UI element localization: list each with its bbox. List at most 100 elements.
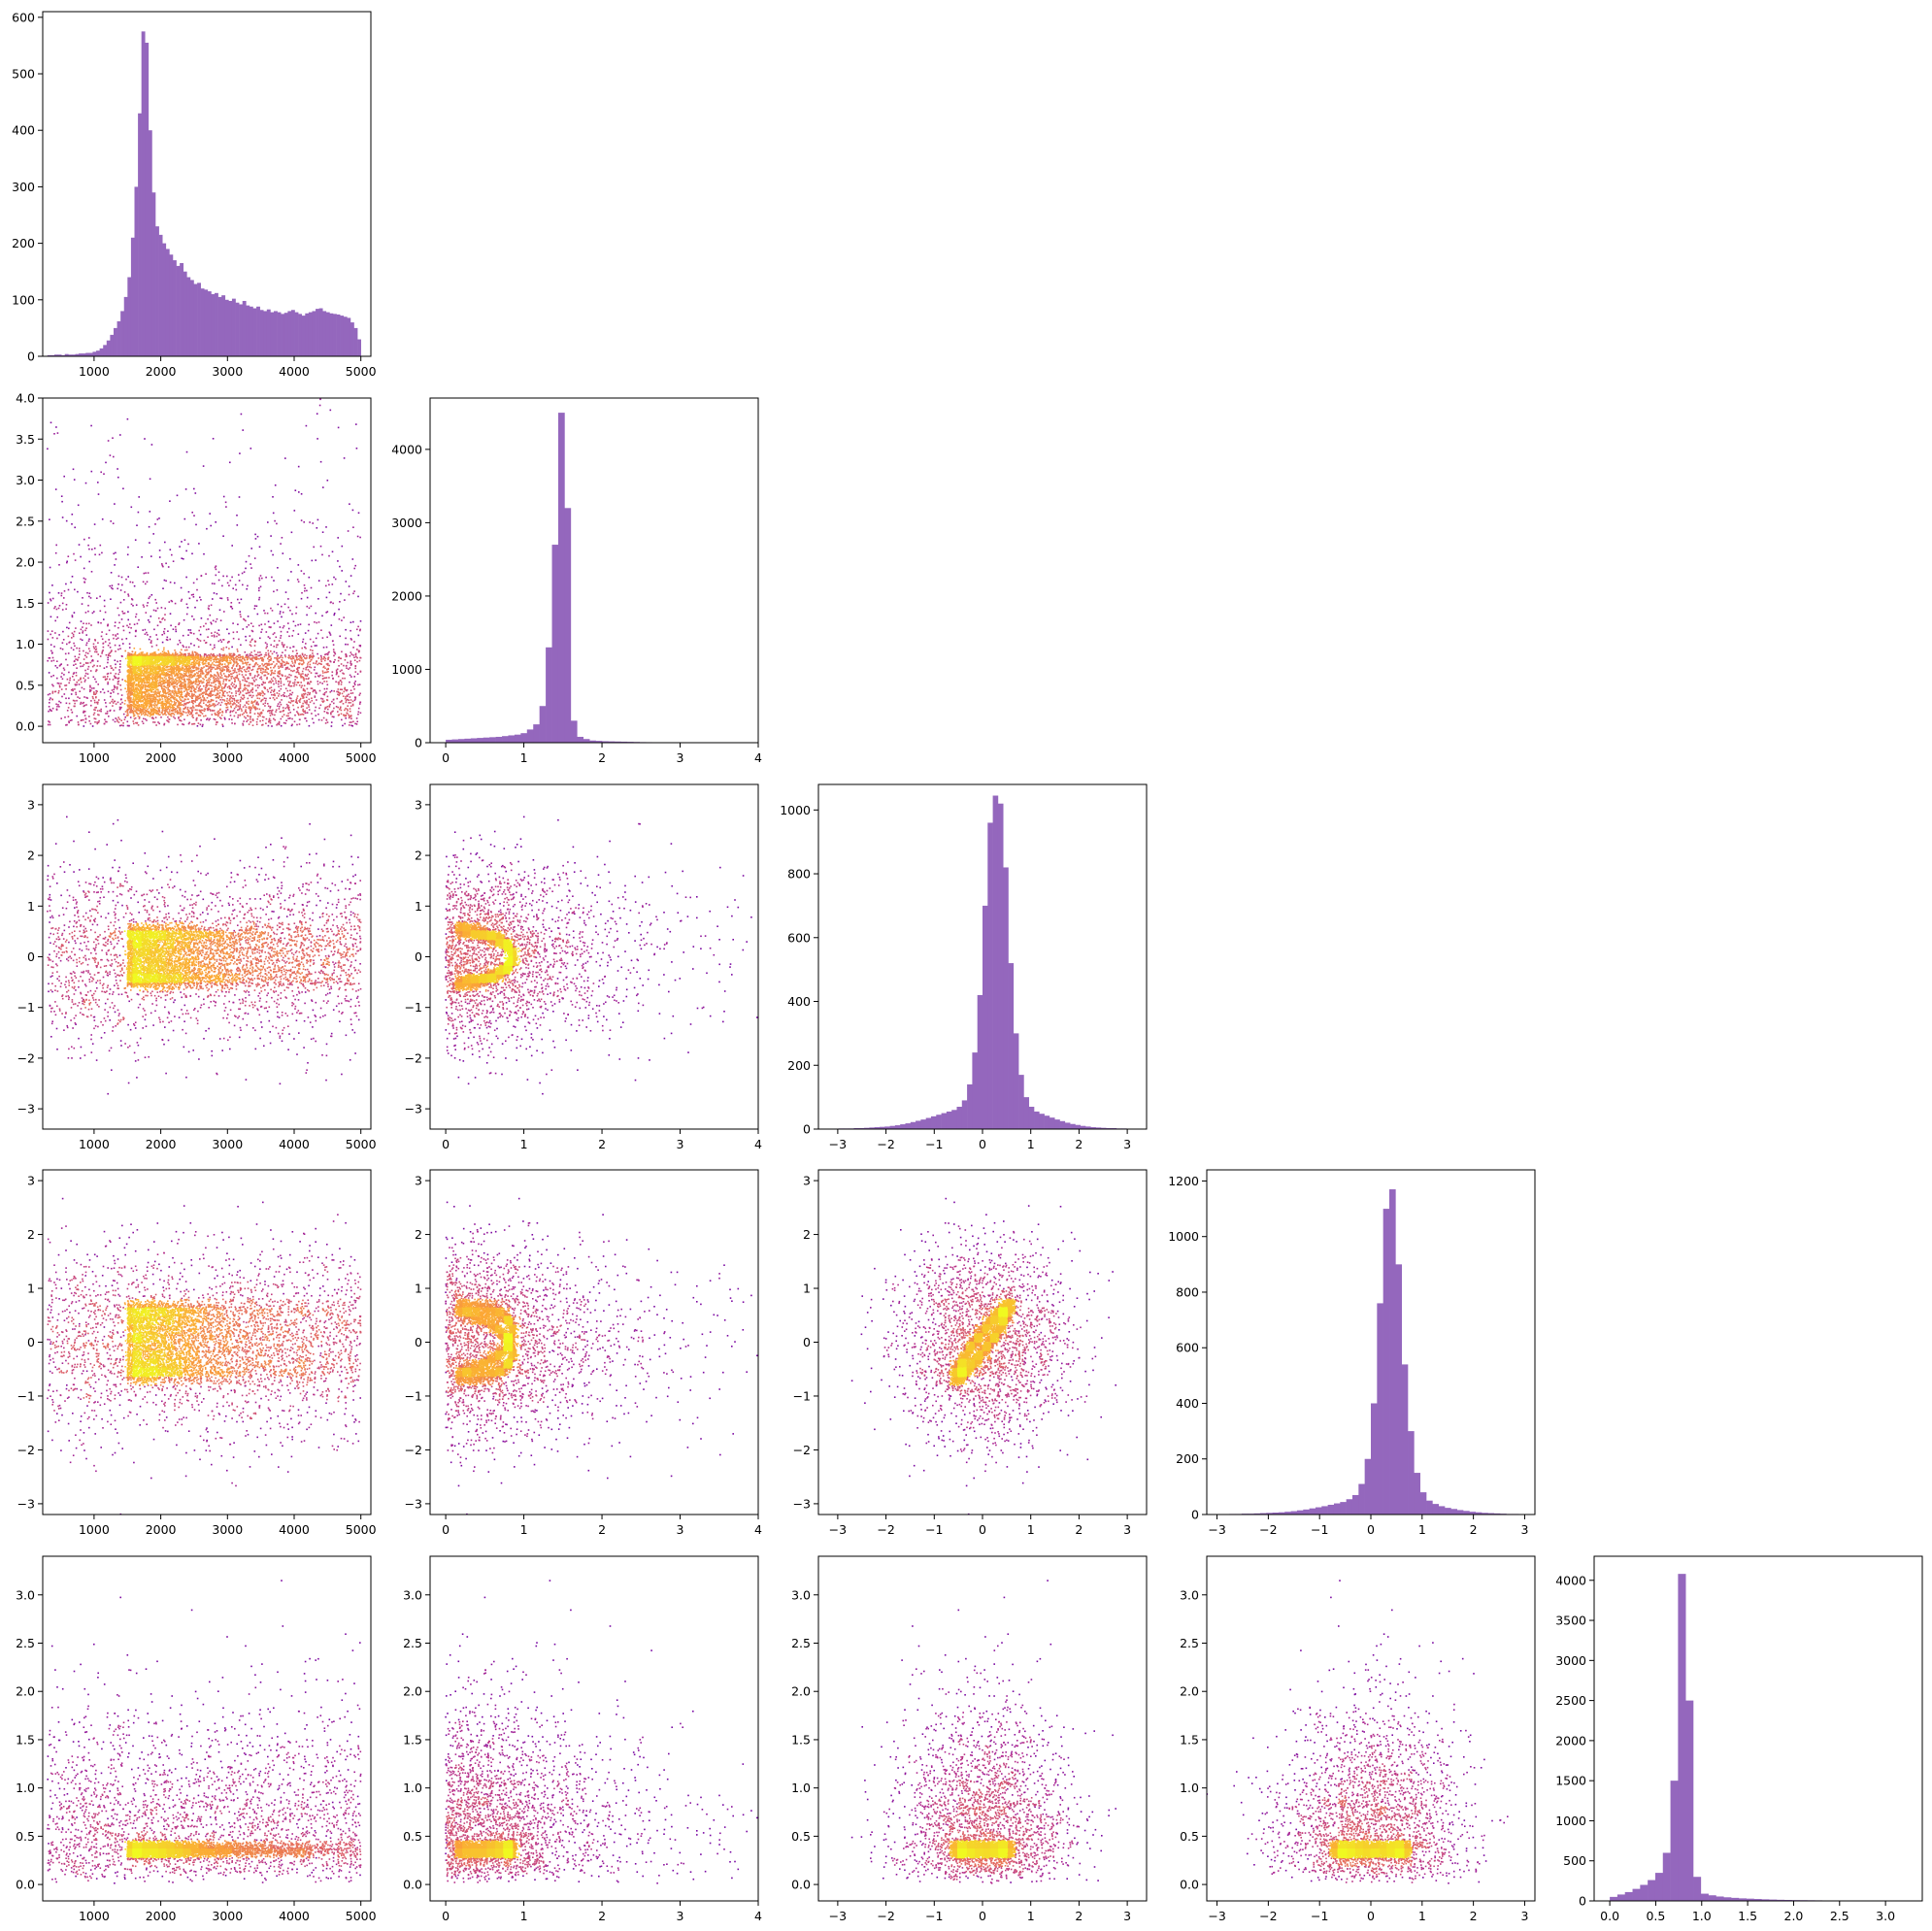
- scatter-point: [197, 669, 199, 671]
- scatter-point: [107, 676, 109, 678]
- scatter-point: [146, 612, 148, 614]
- scatter-point: [159, 556, 161, 558]
- scatter-point: [346, 665, 348, 667]
- hist-bar: [1610, 1897, 1617, 1901]
- scatter-point: [238, 574, 240, 576]
- scatter-point: [231, 683, 233, 685]
- hist-bar: [1633, 1889, 1641, 1901]
- scatter-point: [353, 641, 355, 643]
- scatter-point: [185, 712, 187, 714]
- scatter-point: [312, 652, 314, 654]
- hist-bar: [1389, 1189, 1396, 1515]
- scatter-point: [80, 556, 82, 558]
- scatter-point: [251, 640, 253, 642]
- scatter-point: [144, 438, 146, 440]
- scatter-point: [295, 489, 297, 491]
- scatter-point: [188, 710, 190, 712]
- scatter-point: [132, 605, 134, 607]
- scatter-point: [242, 656, 244, 658]
- scatter-point: [304, 711, 306, 713]
- scatter-point: [247, 658, 249, 660]
- hist-bar: [124, 297, 128, 356]
- scatter-point: [319, 690, 321, 692]
- scatter-point: [273, 691, 275, 693]
- scatter-point: [307, 712, 309, 714]
- scatter-point: [257, 692, 259, 694]
- scatter-point: [107, 659, 109, 661]
- scatter-point: [201, 659, 203, 661]
- scatter-point: [218, 685, 220, 687]
- scatter-point: [328, 555, 330, 557]
- scatter-point: [53, 660, 55, 662]
- scatter-point: [350, 699, 352, 701]
- scatter-point: [267, 691, 269, 693]
- scatter-point: [100, 472, 102, 474]
- scatter-point: [283, 662, 285, 664]
- scatter-point: [311, 672, 313, 674]
- scatter-point: [175, 702, 177, 704]
- scatter-point: [236, 659, 238, 661]
- scatter-point: [127, 554, 129, 556]
- scatter-point: [138, 512, 140, 514]
- scatter-point: [249, 667, 250, 669]
- scatter-point: [162, 650, 164, 652]
- scatter-point: [284, 457, 286, 459]
- scatter-point: [248, 692, 250, 694]
- scatter-point: [157, 692, 159, 694]
- scatter-point: [115, 721, 117, 723]
- scatter-point: [194, 607, 196, 609]
- scatter-point: [355, 671, 357, 673]
- scatter-point: [85, 623, 87, 625]
- scatter-point: [277, 620, 279, 622]
- scatter-point: [94, 554, 96, 556]
- scatter-point: [85, 704, 87, 706]
- scatter-point: [82, 687, 83, 689]
- scatter-point: [234, 679, 236, 681]
- scatter-point: [326, 688, 328, 690]
- scatter-point: [273, 673, 275, 675]
- scatter-point: [243, 720, 245, 722]
- scatter-point: [231, 577, 233, 579]
- scatter-point: [344, 691, 346, 693]
- scatter-point: [176, 686, 178, 688]
- scatter-point: [164, 628, 166, 630]
- scatter-point: [200, 669, 202, 671]
- scatter-point: [233, 638, 235, 640]
- scatter-point: [255, 690, 257, 692]
- scatter-point: [308, 669, 310, 671]
- scatter-point: [185, 696, 187, 698]
- scatter-point: [234, 662, 236, 664]
- scatter-point: [277, 723, 279, 725]
- scatter-point: [219, 699, 221, 701]
- scatter-point: [275, 678, 277, 680]
- scatter-point: [217, 697, 219, 699]
- hist-bar: [1371, 1403, 1378, 1515]
- scatter-point: [293, 700, 295, 702]
- hist-bar: [270, 313, 274, 356]
- scatter-point: [301, 676, 303, 678]
- scatter-point: [128, 626, 130, 628]
- hist-bar: [347, 317, 350, 356]
- scatter-point: [153, 691, 155, 693]
- scatter-point: [252, 687, 254, 689]
- scatter-point: [263, 703, 265, 705]
- scatter-point: [202, 696, 204, 698]
- scatter-point: [221, 678, 223, 680]
- plot-area: [828, 796, 1137, 1130]
- scatter-point: [240, 701, 242, 703]
- scatter-point: [197, 690, 199, 692]
- scatter-point: [255, 662, 257, 664]
- hist-bar: [127, 278, 131, 356]
- scatter-point: [217, 672, 218, 674]
- scatter-point: [200, 626, 202, 628]
- scatter-point: [200, 599, 202, 601]
- scatter-point: [157, 608, 159, 610]
- scatter-point: [288, 683, 290, 685]
- scatter-point: [265, 648, 267, 649]
- scatter-point: [106, 706, 108, 708]
- scatter-point: [298, 633, 300, 635]
- scatter-point: [101, 636, 103, 638]
- scatter-point: [259, 580, 261, 582]
- scatter-point: [283, 683, 285, 685]
- scatter-point: [329, 632, 331, 634]
